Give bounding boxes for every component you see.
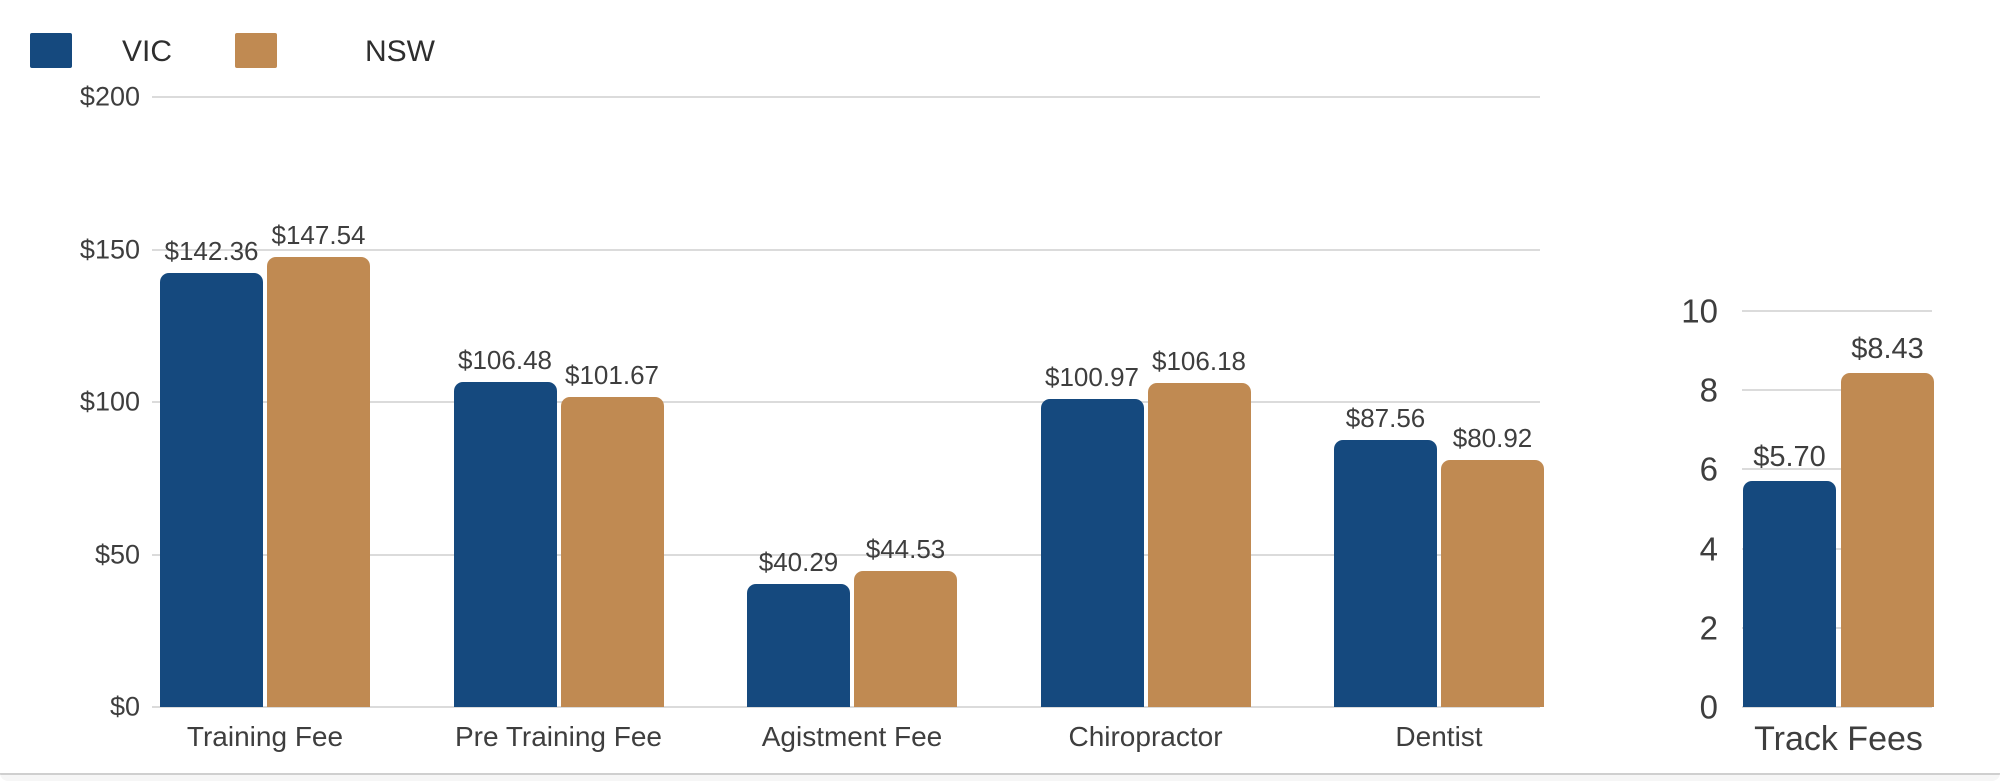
x-axis-label-pre-training-fee: Pre Training Fee	[455, 721, 662, 752]
bar-nsw-chiropractor[interactable]	[1147, 383, 1251, 707]
bar-nsw-pre-training-fee[interactable]	[560, 396, 664, 707]
y-axis-tick-8: 8	[1699, 371, 1718, 409]
gridline-8	[1742, 389, 1932, 392]
x-axis-label-chiropractor: Chiropractor	[1068, 721, 1223, 752]
gridline-200	[152, 96, 1540, 98]
bar-vic-track-fees[interactable]	[1743, 481, 1836, 707]
y-axis-tick-0: $0	[109, 691, 140, 722]
y-axis-tick-2: 2	[1699, 609, 1718, 647]
bar-nsw-dentist[interactable]	[1441, 460, 1544, 707]
x-axis-label-track-fees: Track Fees	[1754, 720, 1923, 758]
bar-vic-pre-training-fee[interactable]	[453, 382, 557, 707]
gridline-10	[1742, 310, 1932, 312]
bar-value-label-vic-dentist: $87.56	[1345, 402, 1426, 433]
gridline-100	[152, 401, 1540, 403]
bar-value-label-nsw-dentist: $80.92	[1452, 423, 1533, 454]
gridline-2	[1742, 626, 1932, 629]
y-axis-tick-4: 4	[1699, 530, 1718, 568]
card-bottom-edge	[0, 773, 2000, 781]
bar-value-label-nsw-track-fees: $8.43	[1851, 333, 1924, 366]
gridline-0	[1742, 706, 1932, 708]
bar-vic-agistment-fee[interactable]	[747, 584, 850, 707]
bar-value-label-vic-training-fee: $142.36	[164, 235, 259, 266]
y-axis-tick-150: $150	[79, 234, 140, 264]
y-axis-tick-50: $50	[94, 539, 140, 569]
legend-label-nsw[interactable]: NSW	[365, 35, 435, 68]
legend-swatch-vic[interactable]	[30, 33, 72, 68]
y-axis-tick-0: 0	[1699, 688, 1718, 726]
bar-value-label-nsw-agistment-fee: $44.53	[865, 534, 946, 565]
y-axis-tick-100: $100	[79, 386, 140, 417]
bar-value-label-nsw-chiropractor: $106.18	[1152, 346, 1246, 377]
x-axis-label-training-fee: Training Fee	[186, 721, 344, 752]
bar-value-label-vic-agistment-fee: $40.29	[758, 547, 839, 578]
bar-vic-chiropractor[interactable]	[1040, 399, 1144, 707]
bar-nsw-track-fees[interactable]	[1841, 373, 1934, 707]
legend-label-vic[interactable]: VIC	[122, 35, 173, 68]
legend-swatch-nsw[interactable]	[235, 33, 277, 68]
bar-vic-dentist[interactable]	[1334, 439, 1437, 707]
bar-vic-training-fee[interactable]	[160, 272, 263, 707]
bar-value-label-vic-chiropractor: $100.97	[1045, 362, 1139, 393]
gridline-4	[1742, 547, 1932, 550]
y-axis-tick-6: 6	[1699, 450, 1718, 488]
bar-value-label-vic-pre-training-fee: $106.48	[458, 345, 552, 376]
bar-nsw-training-fee[interactable]	[267, 257, 370, 707]
y-axis-tick-10: 10	[1681, 292, 1718, 330]
bar-value-label-nsw-pre-training-fee: $101.67	[565, 359, 659, 390]
bar-value-label-vic-track-fees: $5.70	[1753, 441, 1826, 474]
bar-value-label-nsw-training-fee: $147.54	[271, 220, 366, 250]
x-axis-label-agistment-fee: Agistment Fee	[761, 721, 943, 752]
y-axis-tick-200: $200	[79, 81, 140, 112]
gridline-6	[1742, 468, 1932, 471]
gridline-0	[152, 706, 1540, 708]
x-axis-label-dentist: Dentist	[1395, 721, 1483, 752]
gridline-150	[152, 248, 1540, 251]
gridline-50	[152, 553, 1540, 556]
bar-nsw-agistment-fee[interactable]	[854, 571, 957, 707]
